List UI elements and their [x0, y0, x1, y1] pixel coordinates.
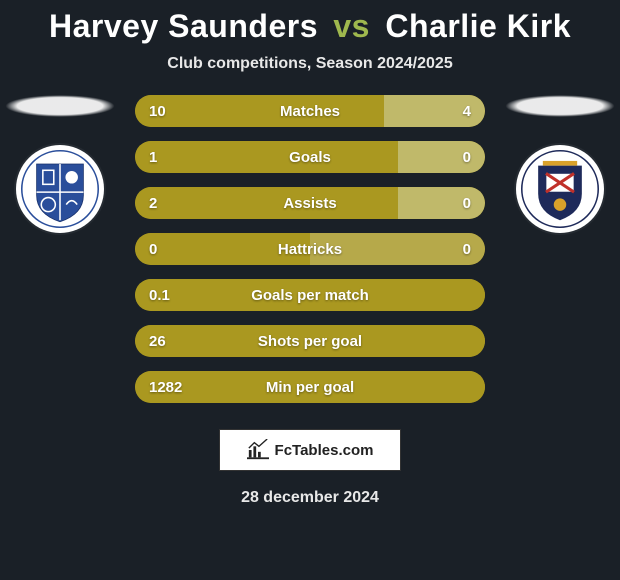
- stat-row: 104Matches: [135, 95, 485, 127]
- stat-row: 0.1Goals per match: [135, 279, 485, 311]
- brand-text: FcTables.com: [275, 442, 374, 459]
- barrow-crest-icon: [521, 150, 599, 228]
- tranmere-crest-icon: [21, 150, 99, 228]
- stat-label: Hattricks: [135, 233, 485, 265]
- stat-row: 00Hattricks: [135, 233, 485, 265]
- brand-badge: FcTables.com: [219, 429, 401, 471]
- stat-label: Matches: [135, 95, 485, 127]
- stat-bars: 104Matches 10Goals 20Assists 00Hattricks 0.1…: [135, 95, 485, 403]
- player1-name: Harvey Saunders: [49, 8, 318, 44]
- left-side: [0, 95, 120, 233]
- page-title: Harvey Saunders vs Charlie Kirk: [0, 0, 620, 45]
- player1-halo: [5, 95, 115, 117]
- stat-label: Goals per match: [135, 279, 485, 311]
- stat-label: Shots per goal: [135, 325, 485, 357]
- stat-row: 1282Min per goal: [135, 371, 485, 403]
- subtitle: Club competitions, Season 2024/2025: [0, 55, 620, 73]
- stat-label: Assists: [135, 187, 485, 219]
- stat-label: Goals: [135, 141, 485, 173]
- comparison-layout: 104Matches 10Goals 20Assists 00Hattricks 0.1…: [0, 95, 620, 403]
- stat-row: 20Assists: [135, 187, 485, 219]
- right-side: [500, 95, 620, 233]
- player2-halo: [505, 95, 615, 117]
- player2-crest: [516, 145, 604, 233]
- player2-name: Charlie Kirk: [385, 8, 571, 44]
- stat-row: 26Shots per goal: [135, 325, 485, 357]
- player1-crest: [16, 145, 104, 233]
- vs-label: vs: [333, 8, 370, 44]
- stat-row: 10Goals: [135, 141, 485, 173]
- date-label: 28 december 2024: [0, 489, 620, 507]
- stat-label: Min per goal: [135, 371, 485, 403]
- brand-chart-icon: [247, 439, 269, 461]
